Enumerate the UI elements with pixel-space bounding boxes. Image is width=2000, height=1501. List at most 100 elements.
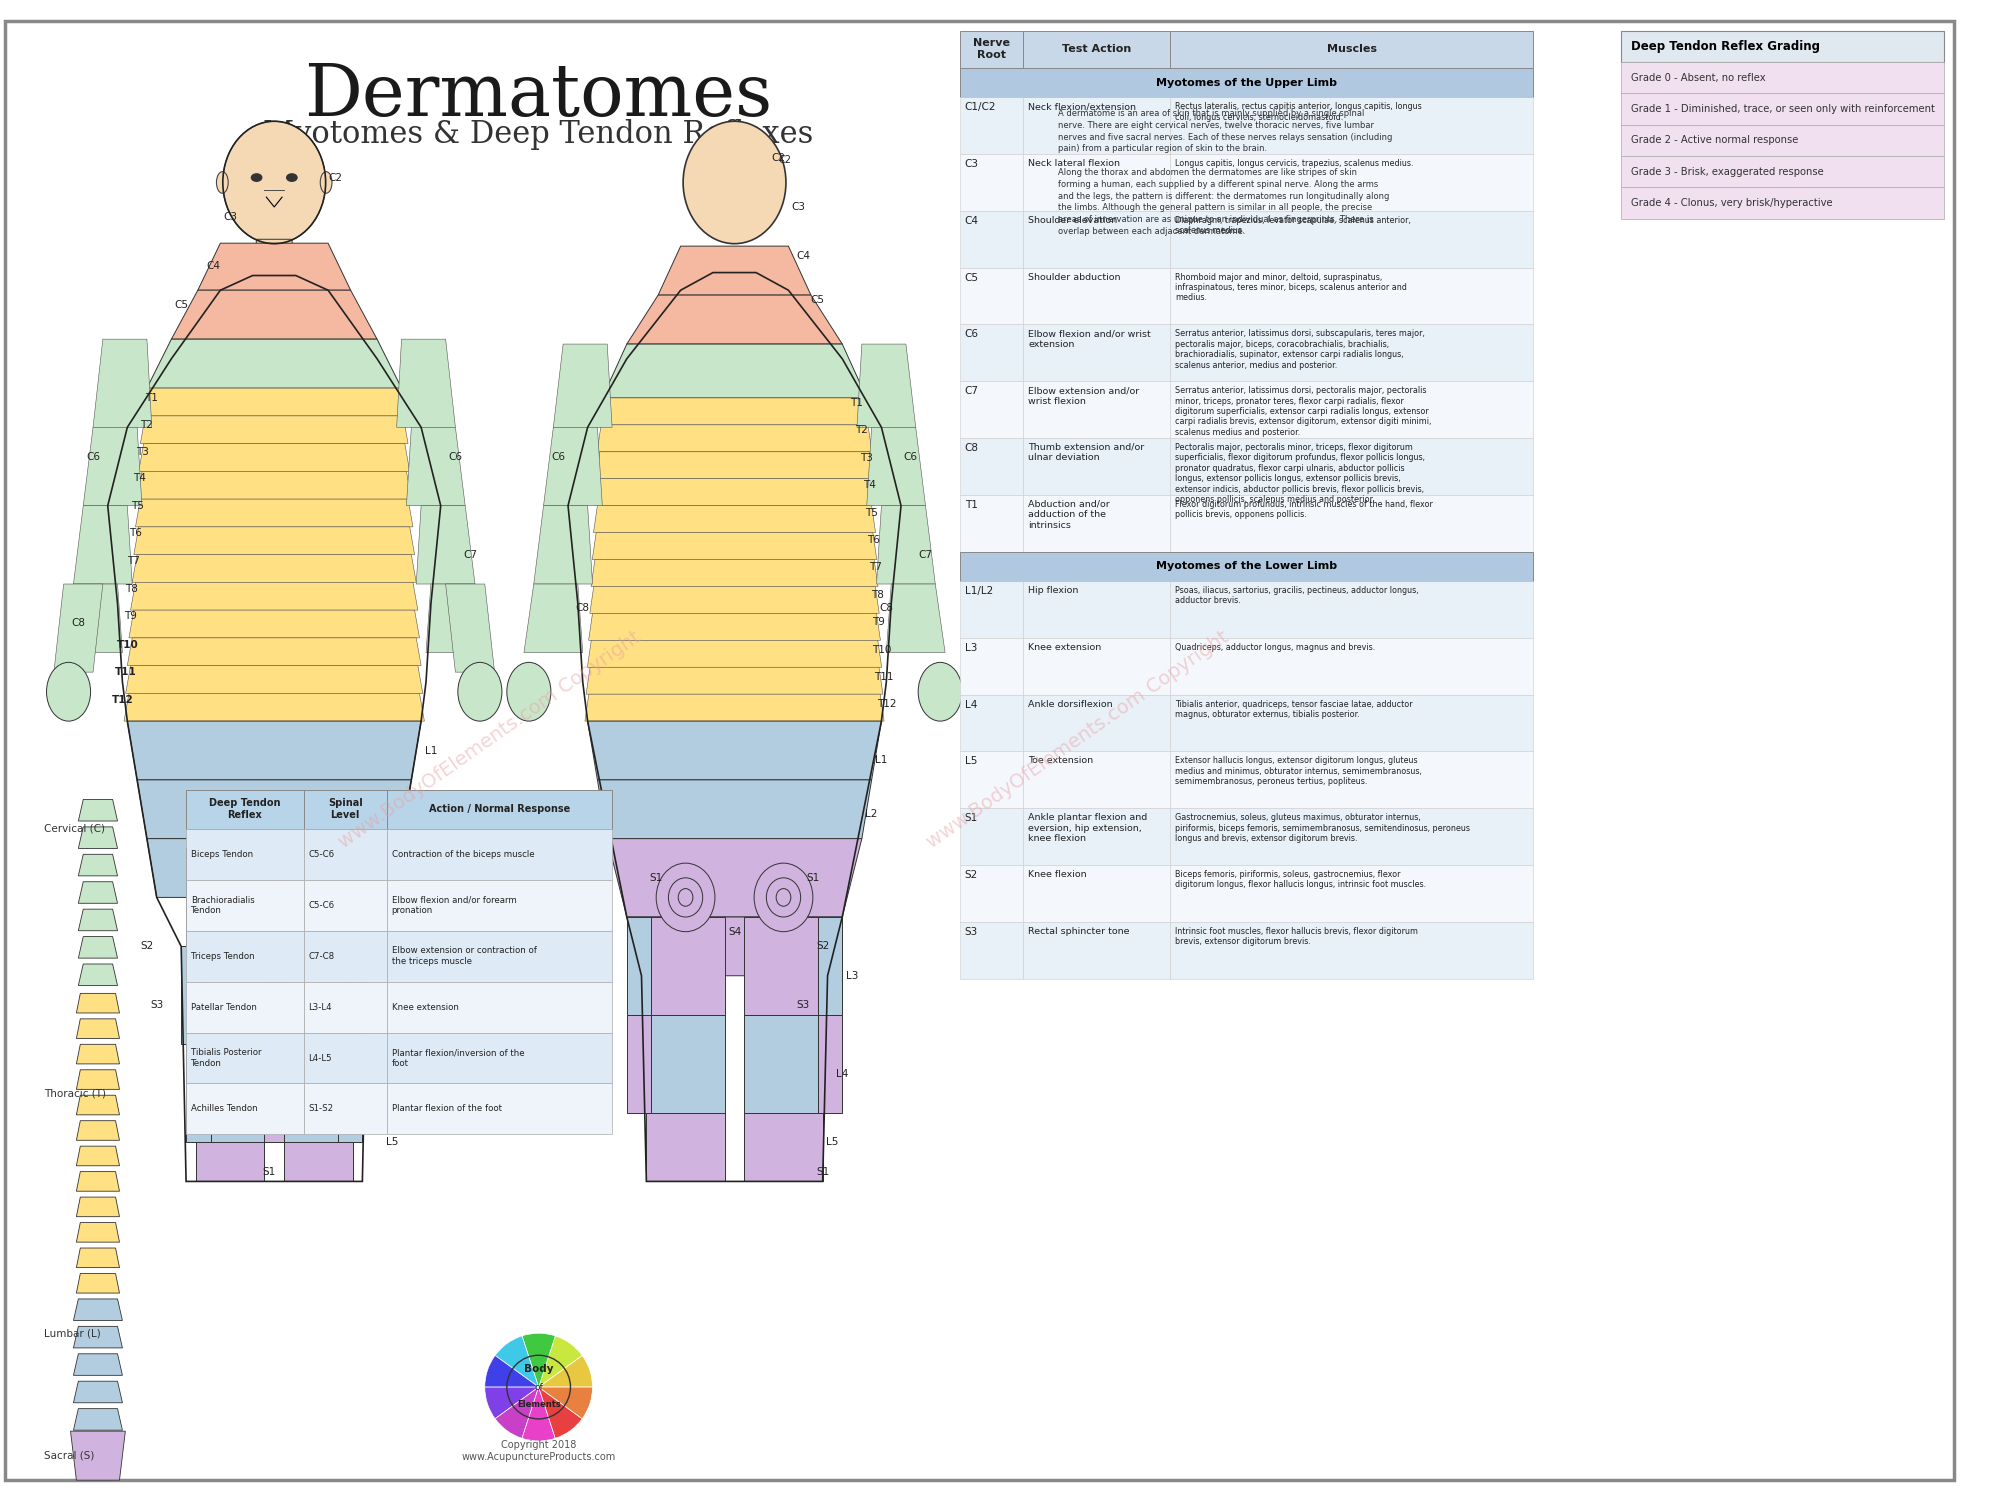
Polygon shape xyxy=(130,582,418,609)
Text: Sacral (S): Sacral (S) xyxy=(44,1450,94,1460)
Polygon shape xyxy=(658,246,810,296)
Polygon shape xyxy=(252,239,296,276)
FancyBboxPatch shape xyxy=(386,1033,612,1084)
Text: C3: C3 xyxy=(224,212,238,222)
Text: Shoulder elevation: Shoulder elevation xyxy=(1028,216,1118,225)
Text: Flexor digitorum profundus, intrinsic muscles of the hand, flexor
pollicis brevi: Flexor digitorum profundus, intrinsic mu… xyxy=(1176,500,1434,519)
Polygon shape xyxy=(76,1019,120,1039)
Polygon shape xyxy=(586,668,882,693)
Text: L2: L2 xyxy=(414,805,428,814)
Polygon shape xyxy=(78,964,118,986)
FancyBboxPatch shape xyxy=(1170,438,1532,495)
Text: Intrinsic foot muscles, flexor hallucis brevis, flexor digitorum
brevis, extenso: Intrinsic foot muscles, flexor hallucis … xyxy=(1176,926,1418,946)
Text: Diaphragm, trapezius, levator scapulae, scalenus anterior,
scalenus medius.: Diaphragm, trapezius, levator scapulae, … xyxy=(1176,216,1412,236)
FancyBboxPatch shape xyxy=(960,324,1024,381)
Text: C4: C4 xyxy=(964,216,978,225)
FancyBboxPatch shape xyxy=(304,982,386,1033)
Polygon shape xyxy=(78,800,118,821)
Text: S3: S3 xyxy=(150,1000,164,1010)
Text: C7: C7 xyxy=(918,549,932,560)
FancyBboxPatch shape xyxy=(1170,155,1532,210)
Text: Rectal sphincter tone: Rectal sphincter tone xyxy=(1028,926,1130,935)
Polygon shape xyxy=(406,428,466,506)
FancyBboxPatch shape xyxy=(304,790,386,829)
FancyBboxPatch shape xyxy=(960,808,1024,865)
Text: www.BodyOfElements.com Copyright: www.BodyOfElements.com Copyright xyxy=(922,627,1232,853)
Text: Thoracic (T): Thoracic (T) xyxy=(44,1088,106,1099)
Text: S1-S2: S1-S2 xyxy=(308,1105,334,1114)
Polygon shape xyxy=(602,344,866,398)
Text: Thumb extension and/or
ulnar deviation: Thumb extension and/or ulnar deviation xyxy=(1028,443,1144,462)
FancyBboxPatch shape xyxy=(304,880,386,931)
Polygon shape xyxy=(74,1408,122,1430)
FancyBboxPatch shape xyxy=(186,1084,304,1135)
Text: T8: T8 xyxy=(872,590,884,600)
Polygon shape xyxy=(186,1045,210,1142)
FancyBboxPatch shape xyxy=(960,68,1532,98)
Polygon shape xyxy=(74,1327,122,1348)
Polygon shape xyxy=(146,839,402,898)
Text: C5-C6: C5-C6 xyxy=(308,850,334,859)
Polygon shape xyxy=(598,781,872,839)
FancyBboxPatch shape xyxy=(1170,98,1532,155)
FancyBboxPatch shape xyxy=(186,790,304,829)
Text: Dermatomes: Dermatomes xyxy=(304,60,772,131)
Polygon shape xyxy=(142,389,406,416)
FancyBboxPatch shape xyxy=(960,495,1024,552)
Text: C7: C7 xyxy=(464,549,478,560)
Text: L3: L3 xyxy=(964,642,978,653)
Polygon shape xyxy=(744,1112,822,1181)
Polygon shape xyxy=(76,1070,120,1090)
Text: T6: T6 xyxy=(128,528,142,537)
Text: T1: T1 xyxy=(850,398,864,408)
Text: Psoas, iliacus, sartorius, gracilis, pectineus, adductor longus,
adductor brevis: Psoas, iliacus, sartorius, gracilis, pec… xyxy=(1176,585,1418,605)
Polygon shape xyxy=(284,1045,338,1142)
Polygon shape xyxy=(134,527,414,555)
Polygon shape xyxy=(596,452,874,479)
FancyBboxPatch shape xyxy=(960,267,1024,324)
Polygon shape xyxy=(588,614,880,641)
FancyBboxPatch shape xyxy=(1620,62,1944,93)
Text: C6: C6 xyxy=(86,452,100,462)
Text: C2: C2 xyxy=(778,155,792,165)
Text: S2: S2 xyxy=(964,871,978,880)
Polygon shape xyxy=(138,471,412,500)
Text: C6: C6 xyxy=(904,452,918,462)
Polygon shape xyxy=(186,848,210,946)
Ellipse shape xyxy=(250,173,262,182)
Text: C5-C6: C5-C6 xyxy=(308,901,334,910)
FancyBboxPatch shape xyxy=(1170,210,1532,267)
Text: Biceps femoris, piriformis, soleus, gastrocnemius, flexor
digitorum longus, flex: Biceps femoris, piriformis, soleus, gast… xyxy=(1176,871,1426,890)
Polygon shape xyxy=(608,839,862,917)
FancyBboxPatch shape xyxy=(1024,267,1170,324)
Polygon shape xyxy=(128,720,422,781)
Polygon shape xyxy=(76,994,120,1013)
Wedge shape xyxy=(538,1387,592,1418)
FancyBboxPatch shape xyxy=(1170,638,1532,695)
Polygon shape xyxy=(598,425,872,452)
FancyBboxPatch shape xyxy=(186,829,304,880)
Polygon shape xyxy=(446,584,494,672)
Text: Deep Tendon Reflex Grading: Deep Tendon Reflex Grading xyxy=(1630,41,1820,53)
Text: Elbow extension and/or
wrist flexion: Elbow extension and/or wrist flexion xyxy=(1028,386,1140,405)
FancyBboxPatch shape xyxy=(960,752,1024,808)
Polygon shape xyxy=(264,848,284,1142)
Text: Lumbar (L): Lumbar (L) xyxy=(44,1328,100,1339)
Polygon shape xyxy=(598,398,870,425)
Text: S3: S3 xyxy=(964,926,978,937)
Text: T10: T10 xyxy=(872,644,892,654)
Text: Biceps Tendon: Biceps Tendon xyxy=(190,850,254,859)
FancyBboxPatch shape xyxy=(1620,156,1944,188)
FancyBboxPatch shape xyxy=(1024,98,1170,155)
Text: T11: T11 xyxy=(114,666,136,677)
Text: L1/L2: L1/L2 xyxy=(964,585,992,596)
Polygon shape xyxy=(78,881,118,904)
Text: Shoulder abduction: Shoulder abduction xyxy=(1028,273,1120,282)
FancyBboxPatch shape xyxy=(960,552,1532,581)
Polygon shape xyxy=(76,1222,120,1243)
Text: T4: T4 xyxy=(864,480,876,491)
Text: L5: L5 xyxy=(386,1138,398,1147)
Ellipse shape xyxy=(222,122,326,243)
FancyBboxPatch shape xyxy=(1024,30,1170,68)
Polygon shape xyxy=(524,584,582,653)
